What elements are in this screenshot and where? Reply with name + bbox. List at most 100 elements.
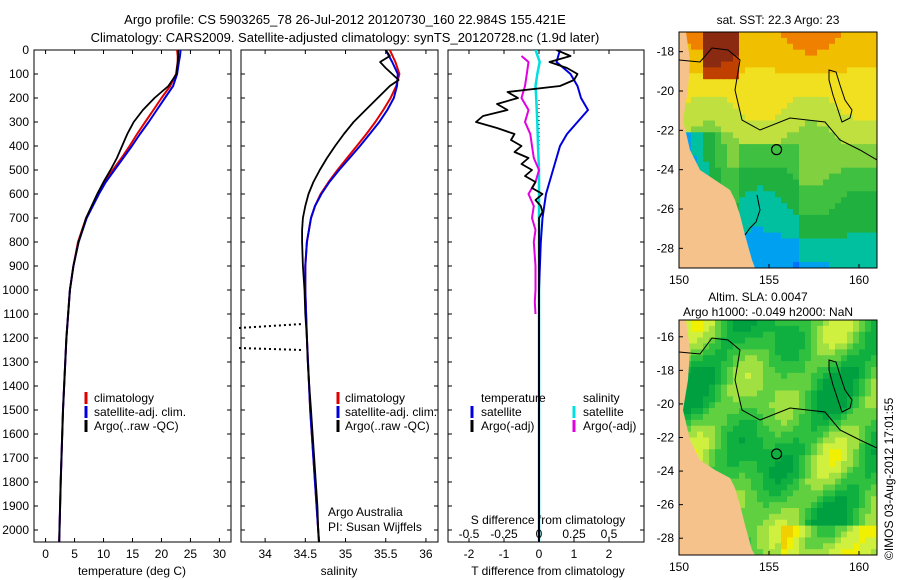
heatmap-cell bbox=[859, 513, 866, 521]
heatmap-cell bbox=[703, 61, 710, 68]
heatmap-cell bbox=[715, 384, 722, 392]
heatmap-cell bbox=[697, 443, 704, 450]
heatmap-cell bbox=[823, 179, 830, 186]
heatmap-cell bbox=[805, 549, 812, 555]
heatmap-cell bbox=[763, 161, 770, 169]
heatmap-cell bbox=[763, 337, 770, 345]
heatmap-cell bbox=[739, 414, 746, 421]
heatmap-cell bbox=[757, 185, 764, 192]
heatmap-cell bbox=[805, 161, 812, 169]
heatmap-cell bbox=[811, 478, 818, 486]
heatmap-cell bbox=[733, 378, 740, 386]
heatmap-cell bbox=[841, 437, 848, 444]
heatmap-cell bbox=[805, 414, 812, 421]
heatmap-cell bbox=[799, 325, 806, 333]
heatmap-cell bbox=[811, 73, 818, 80]
heatmap-cell bbox=[817, 138, 824, 145]
heatmap-cell bbox=[871, 372, 877, 380]
heatmap-cell bbox=[751, 238, 758, 245]
heatmap-cell bbox=[691, 96, 698, 104]
heatmap-cell bbox=[829, 525, 836, 533]
heatmap-cell bbox=[835, 484, 842, 491]
heatmap-cell bbox=[841, 244, 848, 251]
heatmap-cell bbox=[745, 108, 752, 116]
heatmap-cell bbox=[805, 238, 812, 245]
heatmap-cell bbox=[865, 114, 872, 122]
heatmap-cell bbox=[733, 384, 740, 392]
heatmap-cell bbox=[865, 478, 872, 486]
heatmap-cell bbox=[787, 102, 794, 110]
heatmap-cell bbox=[817, 355, 824, 362]
heatmap-cell bbox=[859, 49, 866, 57]
heatmap-cell bbox=[703, 449, 710, 456]
heatmap-cell bbox=[799, 320, 806, 327]
heatmap-cell bbox=[829, 449, 836, 456]
heatmap-cell bbox=[829, 466, 836, 474]
heatmap-cell bbox=[871, 209, 877, 216]
heatmap-cell bbox=[841, 262, 848, 268]
heatmap-cell bbox=[817, 390, 824, 397]
heatmap-cell bbox=[703, 337, 710, 345]
heatmap-cell bbox=[853, 185, 860, 192]
heatmap-cell bbox=[871, 67, 877, 74]
heatmap-cell bbox=[811, 537, 818, 544]
heatmap-cell bbox=[763, 543, 770, 550]
heatmap-cell bbox=[781, 355, 788, 362]
heatmap-cell bbox=[859, 150, 866, 157]
heatmap-cell bbox=[835, 244, 842, 251]
heatmap-cell bbox=[823, 361, 830, 368]
heatmap-cell bbox=[805, 79, 812, 86]
heatmap-cell bbox=[685, 126, 692, 133]
heatmap-cell bbox=[733, 408, 740, 415]
heatmap-cell bbox=[745, 232, 752, 240]
heatmap-cell bbox=[697, 372, 704, 380]
heatmap-cell bbox=[871, 414, 877, 421]
heatmap-cell bbox=[769, 150, 776, 157]
heatmap-cell bbox=[823, 449, 830, 456]
heatmap-cell bbox=[805, 37, 812, 45]
heatmap-cell bbox=[691, 108, 698, 116]
heatmap-cell bbox=[751, 161, 758, 169]
heatmap-cell bbox=[811, 120, 818, 127]
y-tick-label: 900 bbox=[9, 259, 29, 273]
heatmap-cell bbox=[727, 384, 734, 392]
heatmap-cell bbox=[835, 209, 842, 216]
heatmap-cell bbox=[757, 262, 764, 268]
heatmap-cell bbox=[751, 138, 758, 145]
heatmap-cell bbox=[799, 43, 806, 51]
heatmap-cell bbox=[805, 232, 812, 240]
heatmap-cell bbox=[835, 49, 842, 57]
heatmap-cell bbox=[793, 55, 800, 63]
heatmap-cell bbox=[835, 179, 842, 186]
heatmap-cell bbox=[793, 132, 800, 139]
heatmap-cell bbox=[865, 472, 872, 480]
heatmap-cell bbox=[769, 191, 776, 198]
heatmap-cell bbox=[799, 472, 806, 480]
y-tick-label: 700 bbox=[9, 211, 29, 225]
heatmap-cell bbox=[775, 543, 782, 550]
heatmap-cell bbox=[799, 120, 806, 127]
heatmap-cell bbox=[745, 367, 752, 374]
heatmap-cell bbox=[775, 490, 782, 497]
heatmap-cell bbox=[841, 343, 848, 350]
heatmap-cell bbox=[865, 390, 872, 397]
heatmap-cell bbox=[709, 425, 716, 433]
heatmap-cell bbox=[805, 449, 812, 456]
heatmap-cell bbox=[823, 114, 830, 122]
heatmap-cell bbox=[697, 320, 704, 327]
heatmap-cell bbox=[685, 102, 692, 110]
heatmap-cell bbox=[697, 402, 704, 409]
heatmap-cell bbox=[793, 61, 800, 68]
heatmap-cell bbox=[805, 525, 812, 533]
heatmap-cell bbox=[769, 262, 776, 268]
heatmap-cell bbox=[757, 419, 764, 427]
heatmap-cell bbox=[769, 232, 776, 240]
heatmap-cell bbox=[865, 161, 872, 169]
heatmap-cell bbox=[823, 197, 830, 204]
heatmap-cell bbox=[829, 161, 836, 169]
heatmap-cell bbox=[841, 461, 848, 468]
heatmap-cell bbox=[697, 161, 704, 169]
heatmap-cell bbox=[859, 361, 866, 368]
sst-map-title: sat. SST: 22.3 Argo: 23 bbox=[717, 13, 840, 27]
heatmap-cell bbox=[787, 185, 794, 192]
